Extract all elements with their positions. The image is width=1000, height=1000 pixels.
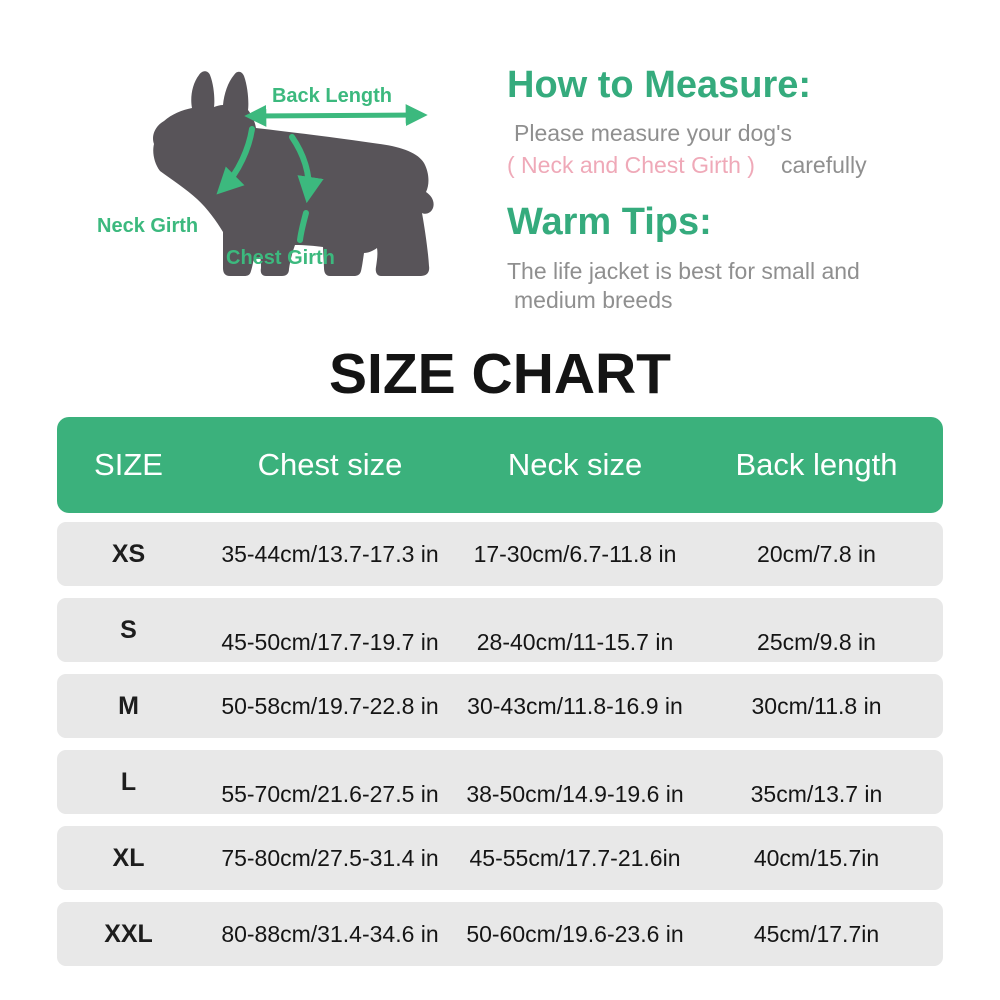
- size-label: XXL: [104, 919, 153, 948]
- chest-size-value: 50-58cm/19.7-22.8 in: [221, 692, 439, 719]
- neck-girth-label: Neck Girth: [97, 215, 199, 237]
- size-label: L: [120, 767, 137, 796]
- chest-girth-label: Chest Girth: [226, 247, 335, 269]
- how-to-measure-heading: How to Measure:: [507, 64, 812, 106]
- back-length-value: 35cm/13.7 in: [750, 780, 883, 807]
- measure-instruction-highlight-line: ( Neck and Chest Girth ) carefully: [507, 151, 967, 179]
- column-header-chest-size: Chest size: [257, 447, 403, 482]
- chest-size-value: 80-88cm/31.4-34.6 in: [221, 920, 439, 947]
- table-header-row: SIZE Chest size Neck size Back length: [57, 417, 943, 513]
- warm-tips-line2: medium breeds: [514, 286, 673, 313]
- warm-tips-line1: The life jacket is best for small and: [507, 258, 860, 285]
- chest-girth-arc-lower-icon: [297, 210, 309, 243]
- table-row-xl: XL 75-80cm/27.5-31.4 in 45-55cm/17.7-21.…: [57, 826, 943, 890]
- column-header-size: SIZE: [94, 447, 163, 482]
- back-length-arrow-icon: [244, 104, 428, 127]
- neck-size-value: 28-40cm/11-15.7 in: [476, 628, 674, 655]
- neck-size-value: 17-30cm/6.7-11.8 in: [473, 540, 677, 567]
- back-length-value: 20cm/7.8 in: [757, 540, 876, 567]
- back-length-value: 40cm/15.7in: [753, 844, 880, 871]
- back-length-value: 45cm/17.7in: [753, 920, 880, 947]
- back-length-value: 30cm/11.8 in: [751, 692, 882, 719]
- size-label: XS: [111, 539, 146, 568]
- table-row-s: S 45-50cm/17.7-19.7 in 28-40cm/11-15.7 i…: [57, 598, 943, 662]
- warm-tips-heading: Warm Tips:: [507, 200, 712, 243]
- neck-girth-arc-icon: [216, 126, 255, 195]
- size-chart-title: SIZE CHART: [329, 342, 671, 406]
- chest-size-value: 45-50cm/17.7-19.7 in: [221, 628, 439, 655]
- size-table: SIZE Chest size Neck size Back length XS…: [57, 417, 943, 966]
- chest-size-value: 35-44cm/13.7-17.3 in: [221, 540, 439, 567]
- neck-chest-girth-highlight: ( Neck and Chest Girth ): [507, 151, 755, 178]
- neck-size-value: 30-43cm/11.8-16.9 in: [467, 692, 683, 719]
- measure-instruction-line: Please measure your dog's: [514, 119, 792, 146]
- table-row-xxl: XXL 80-88cm/31.4-34.6 in 50-60cm/19.6-23…: [57, 902, 943, 966]
- chest-size-value: 55-70cm/21.6-27.5 in: [221, 780, 439, 807]
- column-header-back-length: Back length: [735, 447, 898, 482]
- back-length-value: 25cm/9.8 in: [757, 628, 876, 655]
- chest-size-value: 75-80cm/27.5-31.4 in: [221, 844, 439, 871]
- size-label: S: [120, 615, 137, 644]
- instructions-block: How to Measure: Please measure your dog'…: [507, 64, 967, 314]
- table-row-l: L 55-70cm/21.6-27.5 in 38-50cm/14.9-19.6…: [57, 750, 943, 814]
- dog-silhouette-icon: [153, 71, 434, 276]
- dog-silhouette-diagram: [153, 71, 434, 276]
- neck-size-value: 45-55cm/17.7-21.6in: [469, 844, 681, 871]
- chest-girth-arc-icon: [289, 134, 324, 204]
- carefully-text: carefully: [780, 151, 867, 178]
- table-row-m: M 50-58cm/19.7-22.8 in 30-43cm/11.8-16.9…: [57, 674, 943, 738]
- neck-size-value: 50-60cm/19.6-23.6 in: [466, 920, 684, 947]
- size-label: XL: [112, 843, 145, 872]
- column-header-neck-size: Neck size: [507, 447, 643, 482]
- size-label: M: [118, 691, 139, 720]
- neck-size-value: 38-50cm/14.9-19.6 in: [466, 780, 684, 807]
- back-length-label: Back Length: [271, 85, 393, 107]
- table-row-xs: XS 35-44cm/13.7-17.3 in 17-30cm/6.7-11.8…: [57, 522, 943, 586]
